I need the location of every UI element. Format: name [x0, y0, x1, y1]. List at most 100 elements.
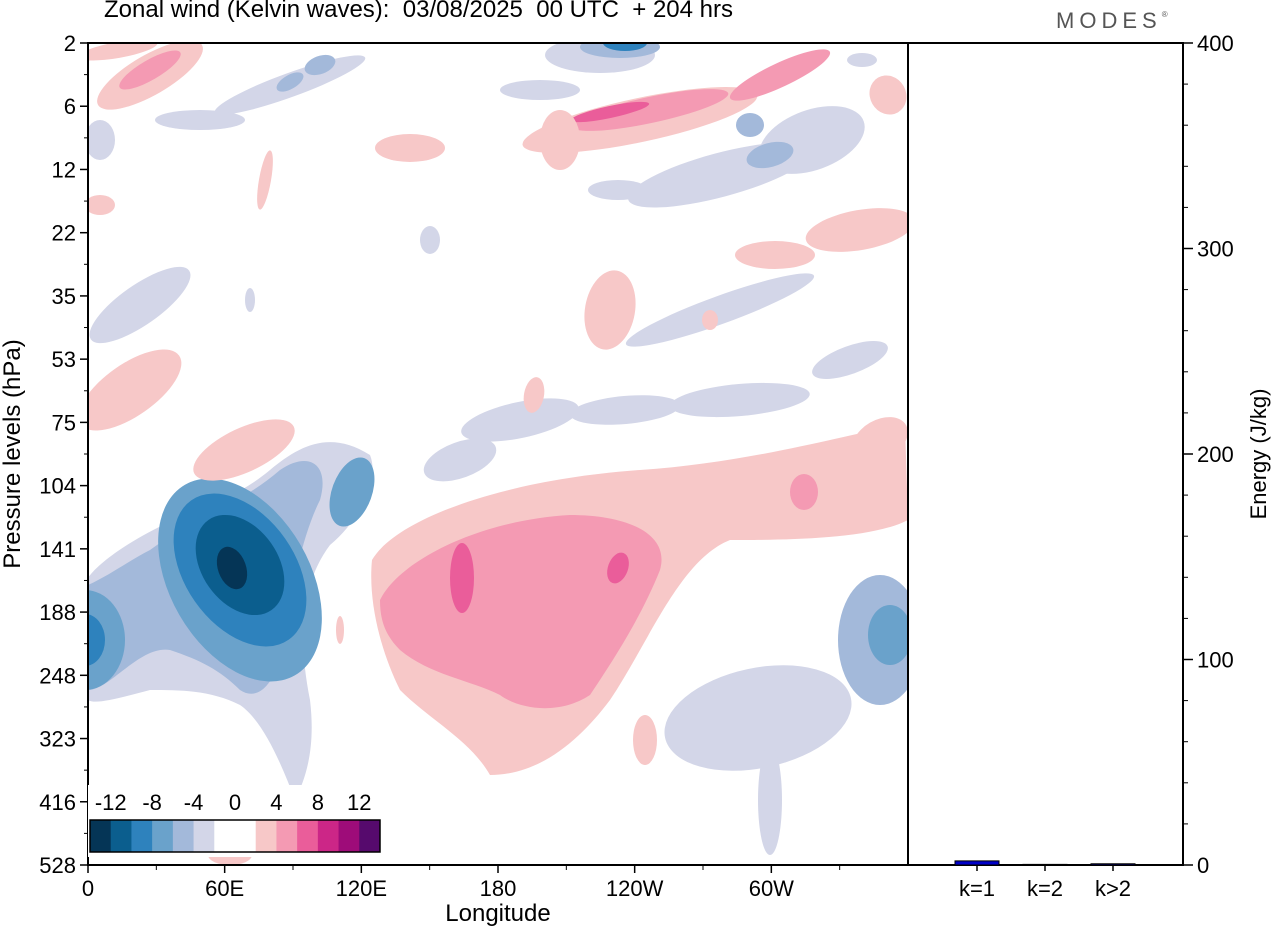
contour-blob	[633, 715, 657, 765]
contour-blob	[304, 54, 336, 76]
westerly-region	[380, 515, 662, 709]
y-tick-label: 12	[52, 157, 76, 182]
contour-blob	[746, 141, 794, 169]
colorbar-label: -12	[95, 790, 127, 815]
contour-blob	[664, 665, 852, 771]
contour-blob	[758, 745, 782, 855]
contour-blob	[375, 134, 445, 162]
energy-tick-label: 0	[1197, 853, 1209, 878]
colorbar-swatch	[297, 820, 319, 852]
contour-blob	[625, 273, 815, 347]
logo-text: MODES	[1056, 8, 1162, 33]
contour-blob	[245, 288, 255, 312]
contour-blob	[607, 552, 629, 584]
x-tick-label: 60W	[749, 876, 794, 901]
colorbar-swatch	[276, 820, 298, 852]
chart-title: Zonal wind (Kelvin waves): 03/08/2025 00…	[104, 0, 733, 23]
contour-blob	[570, 395, 680, 425]
colorbar-label: -4	[184, 790, 204, 815]
contour-blob	[852, 417, 908, 463]
energy-bar-chart: 0 100 200 300 400 k=1 k=2 k>2 Energy (J/kg)	[907, 31, 1271, 901]
strong-easterly-core	[216, 546, 248, 590]
colorbar-swatch	[172, 820, 195, 852]
y-tick-label: 104	[39, 474, 76, 499]
contour-blob	[155, 110, 245, 130]
colorbar-label: 4	[270, 790, 282, 815]
y-tick-label: 35	[52, 284, 76, 309]
contour-blob	[570, 101, 650, 123]
energy-bar	[1090, 863, 1136, 866]
x-tick-label: 120W	[606, 876, 664, 901]
energy-tick-label: 200	[1197, 442, 1234, 467]
colorbar-swatch	[193, 820, 215, 852]
upper-easterly	[603, 43, 647, 51]
y-tick-label: 323	[39, 727, 76, 752]
contour-blob	[805, 208, 908, 252]
contour-blob	[88, 43, 158, 61]
energy-tick-label: 300	[1197, 237, 1234, 262]
contour-blob	[736, 113, 764, 137]
colorbar-label: 8	[312, 790, 324, 815]
contour-blob	[584, 270, 636, 350]
colorbar-swatch	[90, 820, 112, 852]
contour-blob	[735, 241, 815, 269]
contour-blob	[729, 49, 831, 101]
logo-mark: ®	[1161, 10, 1168, 19]
modes-logo: MODES®	[1056, 8, 1168, 34]
x-axis-label: Longitude	[445, 900, 550, 927]
energy-axis-label: Energy (J/kg)	[1246, 389, 1271, 520]
energy-category-label: k=1	[959, 876, 995, 901]
contour-blob	[523, 377, 545, 413]
contour-blob	[88, 614, 105, 666]
contour-blob	[423, 438, 497, 482]
contour-blob	[790, 474, 818, 510]
contour-blob	[868, 605, 908, 665]
energy-tick-label: 400	[1197, 31, 1234, 56]
y-tick-label: 528	[39, 853, 76, 878]
colorbar-label: 0	[229, 790, 241, 815]
colorbar-swatch	[359, 820, 381, 852]
contour-blob	[336, 616, 344, 644]
x-tick-label: 60E	[205, 876, 244, 901]
contour-blob	[588, 180, 648, 200]
contour-blob	[847, 53, 877, 67]
colorbar: -12 -8 -4 0 4 8 12	[88, 785, 382, 857]
westerly-maximum	[450, 543, 474, 613]
colorbar-swatch	[214, 820, 236, 852]
y-tick-label: 53	[52, 347, 76, 372]
x-tick-label: 0	[82, 876, 94, 901]
contour-blob	[869, 75, 907, 115]
contour-blob	[88, 349, 182, 431]
energy-tick-label: 100	[1197, 648, 1234, 673]
energy-category-label: k>2	[1095, 876, 1131, 901]
y-axis-label: Pressure levels (hPa)	[0, 339, 26, 568]
x-tick-label: 180	[480, 876, 517, 901]
colorbar-label: 12	[347, 790, 371, 815]
colorbar-frame	[89, 819, 381, 853]
contour-blob	[500, 80, 580, 100]
heatmap-field	[88, 43, 908, 865]
colorbar-swatch	[152, 820, 174, 852]
y-tick-label: 2	[64, 31, 76, 56]
contour-blob	[88, 120, 115, 160]
contour-blob	[88, 195, 115, 215]
contour-blob	[670, 382, 810, 418]
energy-frame	[907, 42, 1184, 866]
contour-blob	[193, 419, 295, 481]
contour-blob	[812, 341, 888, 379]
contour-blob	[702, 310, 718, 330]
y-tick-label: 6	[64, 94, 76, 119]
y-tick-label: 75	[52, 410, 76, 435]
y-tick-label: 22	[52, 221, 76, 246]
contour-blob	[88, 590, 125, 690]
colorbar-swatch	[110, 820, 132, 852]
y-tick-label: 416	[39, 790, 76, 815]
contour-blob	[276, 72, 304, 92]
energy-bar	[954, 860, 1000, 866]
colorbar-swatch	[131, 820, 153, 852]
colorbar-label: -8	[142, 790, 162, 815]
x-tick-label: 120E	[336, 876, 387, 901]
colorbar-swatch	[235, 820, 257, 852]
